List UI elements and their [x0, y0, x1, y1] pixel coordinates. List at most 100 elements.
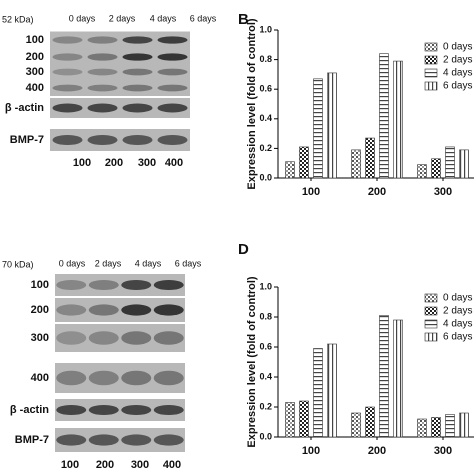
legend-label: 6 days	[443, 332, 472, 343]
blot-row-label: 100	[26, 34, 44, 46]
bar	[379, 315, 389, 438]
blot-band	[52, 84, 83, 92]
y-axis-label: Expression level (fold of control)	[246, 276, 258, 447]
blot-strip	[50, 31, 190, 49]
blot-band	[56, 404, 87, 416]
bar	[445, 414, 455, 438]
blot-band	[122, 84, 153, 92]
blot-band	[153, 331, 184, 345]
legend-swatch	[424, 319, 438, 329]
blot-band	[121, 304, 152, 316]
panel-letter: D	[238, 241, 249, 258]
y-tick-label: 1.0	[259, 24, 272, 34]
blot-band	[122, 53, 153, 61]
blot-strip	[50, 48, 190, 66]
blot-band	[122, 103, 153, 113]
blot-band	[56, 279, 87, 291]
blot-band	[153, 434, 184, 446]
blot-band	[87, 68, 118, 76]
blot-row-label: 300	[31, 332, 49, 344]
blot-row-label: BMP-7	[15, 434, 49, 446]
legend-swatch	[424, 55, 438, 65]
blot-row-label: β -actin	[5, 102, 44, 114]
y-tick-label: 0.8	[259, 311, 272, 321]
blot-row-label: 300	[26, 66, 44, 78]
blot-band	[88, 279, 119, 291]
blot-strip	[55, 274, 185, 296]
blot-lane-label: 200	[96, 459, 114, 471]
x-tick-label: 200	[368, 186, 386, 198]
y-tick-label: 0.6	[259, 341, 272, 351]
x-tick-label: 200	[368, 445, 386, 457]
bar	[351, 149, 361, 179]
legend-swatch	[424, 293, 438, 303]
bar	[445, 146, 455, 179]
blot-column-label: 2 days	[95, 258, 122, 268]
blot-row-label: 400	[31, 372, 49, 384]
panel-letter: B	[238, 11, 249, 28]
blot-lane-label: 400	[163, 459, 181, 471]
blot-column-label: 0 days	[59, 258, 86, 268]
blot-lane-label: 300	[131, 459, 149, 471]
y-tick-label: 0.4	[259, 113, 272, 123]
blot-lane-label: 400	[165, 157, 183, 169]
y-tick-label: 0.2	[259, 143, 272, 153]
legend-swatch	[424, 81, 438, 91]
legend-label: 0 days	[443, 42, 472, 53]
blot-column-label: 4 days	[135, 258, 162, 268]
blot-band	[87, 84, 118, 92]
blot-lane-label: 100	[73, 157, 91, 169]
blot-band	[56, 304, 87, 316]
blot-row-label: 200	[31, 304, 49, 316]
legend-label: 0 days	[443, 293, 472, 304]
blot-band	[87, 103, 118, 113]
bar	[327, 343, 337, 438]
blot-band	[87, 134, 118, 146]
bar	[393, 60, 403, 179]
x-tick-label: 100	[302, 445, 320, 457]
legend-label: 2 days	[443, 306, 472, 317]
blot-strip	[50, 129, 190, 151]
blot-band	[87, 36, 118, 44]
bar	[285, 161, 295, 179]
blot-band	[157, 53, 188, 61]
blot-row-label: β -actin	[10, 404, 49, 416]
blot-band	[56, 434, 87, 446]
x-tick-label: 100	[302, 186, 320, 198]
blot-strip	[50, 64, 190, 80]
x-tick-label: 300	[434, 186, 452, 198]
blot-band	[88, 304, 119, 316]
blot-band	[153, 370, 184, 386]
y-tick-label: 0.8	[259, 54, 272, 64]
blot-band	[122, 68, 153, 76]
blot-band	[56, 331, 87, 345]
blot-column-label: 4 days	[150, 13, 177, 23]
blot-band	[52, 53, 83, 61]
blot-row-label: 100	[31, 279, 49, 291]
blot-band	[122, 134, 153, 146]
bar	[299, 146, 309, 179]
blot-band	[157, 68, 188, 76]
bar	[459, 412, 469, 438]
legend-swatch	[424, 68, 438, 78]
bar	[351, 412, 361, 438]
bar	[299, 400, 309, 438]
blot-band	[56, 370, 87, 386]
blot-row-label: 200	[26, 51, 44, 63]
bar	[393, 319, 403, 438]
bar	[327, 72, 337, 179]
blot-band	[121, 434, 152, 446]
blot-strip	[55, 399, 185, 421]
legend-swatch	[424, 42, 438, 52]
blot-band	[157, 84, 188, 92]
y-tick-label: 0.4	[259, 371, 272, 381]
blot-band	[88, 331, 119, 345]
legend-swatch	[424, 306, 438, 316]
blot-band	[52, 68, 83, 76]
blot-band	[121, 279, 152, 291]
blot-strip	[55, 324, 185, 352]
blot-band	[157, 36, 188, 44]
bar	[365, 137, 375, 179]
blot-band	[122, 36, 153, 44]
bar	[365, 406, 375, 438]
